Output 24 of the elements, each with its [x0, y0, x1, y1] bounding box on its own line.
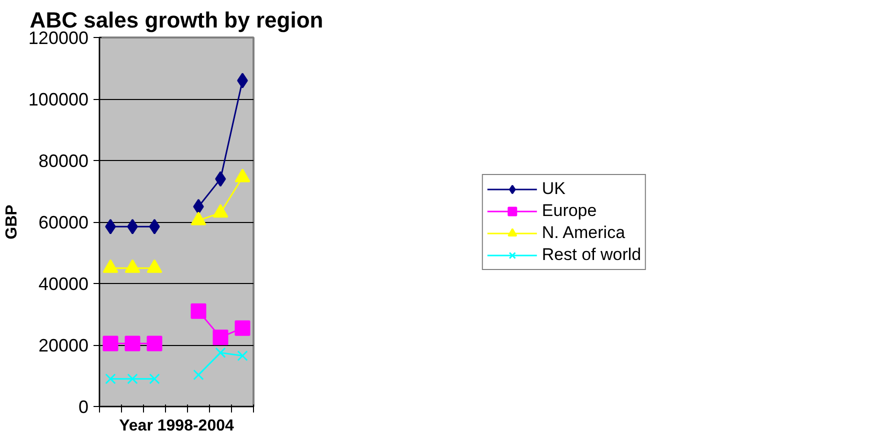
point — [127, 373, 138, 384]
legend-label: N. America — [542, 222, 626, 242]
y-tick-label: 20000 — [38, 336, 89, 356]
legend-label: Rest of world — [542, 244, 642, 264]
point — [149, 373, 160, 384]
point — [105, 373, 116, 384]
y-tick-label: 0 — [78, 397, 89, 417]
y-axis-title: GBP — [3, 204, 20, 240]
point — [146, 336, 162, 352]
point — [193, 369, 204, 380]
point — [215, 347, 226, 358]
point — [237, 350, 248, 362]
legend-label: Europe — [542, 200, 597, 220]
y-tick-label: 40000 — [38, 274, 89, 294]
point — [102, 336, 118, 352]
point — [234, 320, 250, 336]
legend-label: UK — [542, 178, 566, 198]
y-tick-label: 100000 — [28, 90, 89, 110]
y-tick-label: 60000 — [38, 212, 89, 232]
point — [190, 303, 206, 319]
point — [212, 330, 228, 346]
y-tick-label: 80000 — [38, 151, 89, 171]
x-axis-title: Year 1998-2004 — [119, 418, 234, 434]
point — [124, 336, 140, 352]
